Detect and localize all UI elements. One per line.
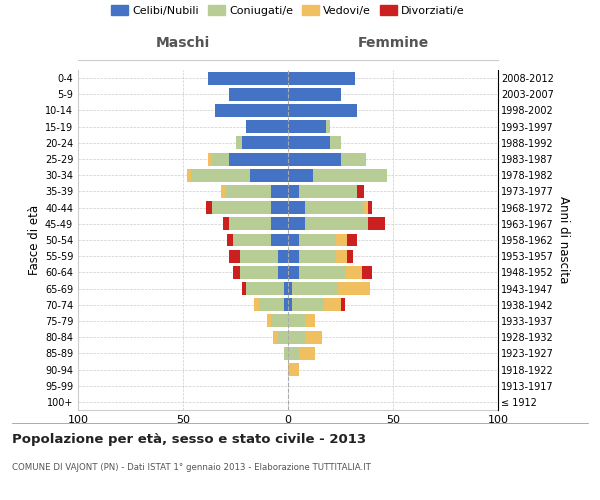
Bar [305,201,364,214]
Bar [288,347,299,360]
Bar [223,218,229,230]
Bar [292,282,338,295]
Bar [288,363,299,376]
Bar [233,266,240,279]
Bar [361,266,372,279]
Bar [341,298,344,311]
Bar [338,282,370,295]
Bar [212,201,271,214]
Bar [364,201,368,214]
Bar [246,282,284,295]
Bar [235,136,242,149]
Bar [288,218,305,230]
Bar [254,298,259,311]
Bar [242,136,288,149]
Bar [347,250,353,262]
Bar [271,234,288,246]
Bar [225,185,271,198]
Legend: Celibi/Nubili, Coniugati/e, Vedovi/e, Divorziati/e: Celibi/Nubili, Coniugati/e, Vedovi/e, Di… [107,1,469,20]
Bar [288,250,299,262]
Bar [288,72,355,85]
Bar [299,250,337,262]
Bar [227,234,233,246]
Bar [341,152,366,166]
Bar [208,72,288,85]
Bar [337,250,347,262]
Bar [292,298,324,311]
Bar [313,169,387,181]
Bar [229,250,240,262]
Bar [208,152,212,166]
Bar [271,218,288,230]
Bar [271,201,288,214]
Bar [299,234,337,246]
Bar [288,330,305,344]
Bar [288,298,292,311]
Bar [288,266,299,279]
Bar [271,314,288,328]
Bar [206,201,212,214]
Bar [284,282,288,295]
Y-axis label: Fasce di età: Fasce di età [28,205,41,275]
Bar [305,314,316,328]
Bar [288,136,330,149]
Bar [277,250,288,262]
Bar [288,104,358,117]
Bar [259,298,284,311]
Bar [277,330,288,344]
Bar [233,234,271,246]
Bar [277,266,288,279]
Text: Popolazione per età, sesso e stato civile - 2013: Popolazione per età, sesso e stato civil… [12,432,366,446]
Bar [191,169,250,181]
Bar [242,282,246,295]
Bar [330,136,341,149]
Bar [324,298,341,311]
Bar [288,120,326,133]
Bar [267,314,271,328]
Bar [288,282,292,295]
Bar [221,185,225,198]
Bar [299,266,344,279]
Bar [368,201,372,214]
Bar [347,234,358,246]
Text: Maschi: Maschi [156,36,210,50]
Bar [288,185,299,198]
Bar [288,314,305,328]
Bar [229,218,271,230]
Bar [240,250,277,262]
Bar [358,185,364,198]
Bar [368,218,385,230]
Bar [299,347,316,360]
Bar [271,185,288,198]
Text: Femmine: Femmine [358,36,428,50]
Bar [345,266,362,279]
Bar [288,152,341,166]
Bar [288,234,299,246]
Bar [229,88,288,101]
Bar [240,266,277,279]
Bar [274,330,277,344]
Bar [212,152,229,166]
Bar [288,169,313,181]
Bar [305,330,322,344]
Bar [305,218,368,230]
Bar [246,120,288,133]
Bar [229,152,288,166]
Bar [187,169,191,181]
Bar [284,298,288,311]
Bar [284,347,288,360]
Bar [299,185,358,198]
Bar [215,104,288,117]
Bar [337,234,347,246]
Y-axis label: Anni di nascita: Anni di nascita [557,196,571,284]
Bar [250,169,288,181]
Bar [288,88,341,101]
Bar [288,201,305,214]
Text: COMUNE DI VAJONT (PN) - Dati ISTAT 1° gennaio 2013 - Elaborazione TUTTITALIA.IT: COMUNE DI VAJONT (PN) - Dati ISTAT 1° ge… [12,462,371,471]
Bar [326,120,330,133]
